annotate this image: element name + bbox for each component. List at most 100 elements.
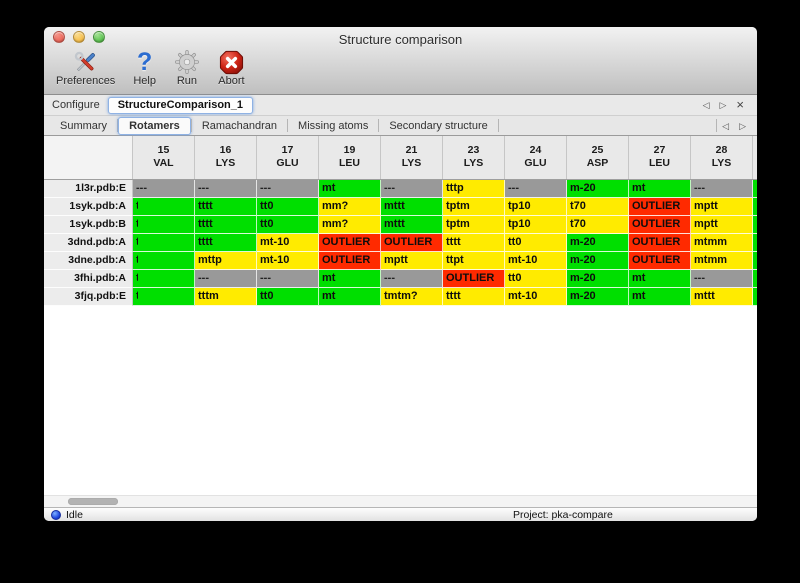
row-label[interactable]: 3fhi.pdb:A <box>44 270 133 288</box>
rotamer-cell[interactable]: m-20 <box>567 270 629 288</box>
rotamer-cell[interactable]: tttt <box>195 234 257 252</box>
rotamer-cell[interactable]: mt-10 <box>505 252 567 270</box>
rotamer-cell[interactable]: mttt <box>691 288 753 306</box>
rotamer-cell[interactable]: mt-10 <box>505 288 567 306</box>
close-window-icon[interactable] <box>53 31 65 43</box>
rotamer-cell[interactable]: mptt <box>381 252 443 270</box>
tab-missing-atoms[interactable]: Missing atoms <box>298 119 369 132</box>
rotamer-cell[interactable]: tttm <box>195 288 257 306</box>
tab-secondary-structure[interactable]: Secondary structure <box>389 119 488 132</box>
rotamer-cell[interactable]: OUTLIER <box>629 234 691 252</box>
rotamer-cell[interactable]: m-20 <box>567 234 629 252</box>
rotamer-cell[interactable]: t <box>133 198 195 216</box>
row-label[interactable]: 3dnd.pdb:A <box>44 234 133 252</box>
rotamer-cell[interactable]: ttpt <box>443 252 505 270</box>
rotamer-cell[interactable]: m-20 <box>567 288 629 306</box>
rotamer-cell-clipped[interactable] <box>753 252 757 270</box>
run-button[interactable]: Run <box>174 48 200 87</box>
tab-rotamers[interactable]: Rotamers <box>118 116 191 135</box>
minimize-window-icon[interactable] <box>73 31 85 43</box>
rotamer-cell[interactable]: mt <box>319 288 381 306</box>
rotamer-cell[interactable]: OUTLIER <box>629 252 691 270</box>
row-label[interactable]: 1syk.pdb:B <box>44 216 133 234</box>
rotamer-cell[interactable]: tttp <box>443 180 505 198</box>
row-label[interactable]: 1l3r.pdb:E <box>44 180 133 198</box>
rotamer-cell[interactable]: tp10 <box>505 198 567 216</box>
rotamer-cell[interactable]: OUTLIER <box>629 198 691 216</box>
rotamer-cell[interactable]: mm? <box>319 198 381 216</box>
rotamer-cell[interactable]: OUTLIER <box>443 270 505 288</box>
rotamer-cell[interactable]: OUTLIER <box>381 234 443 252</box>
rotamer-cell[interactable]: tt0 <box>257 216 319 234</box>
rotamer-cell[interactable]: tt0 <box>505 270 567 288</box>
rotamer-cell[interactable]: tttt <box>443 288 505 306</box>
rotamer-cell[interactable]: mttt <box>381 216 443 234</box>
rotamer-cell-clipped[interactable] <box>753 234 757 252</box>
rotamer-cell[interactable]: t70 <box>567 198 629 216</box>
rotamer-cell[interactable]: OUTLIER <box>319 252 381 270</box>
scroll-tabs-right-icon[interactable]: ▷ <box>739 120 746 131</box>
rotamer-cell[interactable]: --- <box>257 180 319 198</box>
rotamer-cell[interactable]: mptt <box>691 198 753 216</box>
scrollbar-thumb[interactable] <box>68 498 118 505</box>
rotamer-cell[interactable]: mttp <box>195 252 257 270</box>
rotamer-cell[interactable]: mt <box>319 180 381 198</box>
rotamer-cell[interactable]: mtmm <box>691 234 753 252</box>
configure-name-field[interactable]: StructureComparison_1 <box>107 96 254 114</box>
rotamer-cell[interactable]: tt0 <box>257 288 319 306</box>
row-label[interactable]: 1syk.pdb:A <box>44 198 133 216</box>
rotamer-cell[interactable]: OUTLIER <box>319 234 381 252</box>
rotamer-cell-clipped[interactable] <box>753 198 757 216</box>
rotamer-cell-clipped[interactable] <box>753 180 757 198</box>
rotamer-cell[interactable]: --- <box>691 270 753 288</box>
prev-config-icon[interactable]: ◁ <box>702 100 710 110</box>
rotamer-cell[interactable]: t <box>133 270 195 288</box>
rotamer-cell[interactable]: --- <box>691 180 753 198</box>
rotamer-cell[interactable]: mm? <box>319 216 381 234</box>
preferences-button[interactable]: Preferences <box>56 48 115 87</box>
rotamer-cell[interactable]: tt0 <box>257 198 319 216</box>
tab-ramachandran[interactable]: Ramachandran <box>201 119 278 132</box>
rotamer-cell[interactable]: --- <box>195 270 257 288</box>
rotamer-cell[interactable]: mptt <box>691 216 753 234</box>
rotamer-cell[interactable]: mt <box>629 180 691 198</box>
rotamer-cell[interactable]: tttt <box>443 234 505 252</box>
zoom-window-icon[interactable] <box>93 31 105 43</box>
rotamer-cell[interactable]: tt0 <box>505 234 567 252</box>
rotamer-cell[interactable]: mttt <box>381 198 443 216</box>
rotamer-cell[interactable]: tp10 <box>505 216 567 234</box>
scroll-tabs-left-icon[interactable]: ◁ <box>722 120 730 131</box>
rotamer-cell[interactable]: mtmm <box>691 252 753 270</box>
rotamer-cell[interactable]: m-20 <box>567 180 629 198</box>
rotamer-cell[interactable]: t <box>133 216 195 234</box>
rotamer-cell[interactable]: OUTLIER <box>629 216 691 234</box>
close-config-icon[interactable]: × <box>736 97 744 112</box>
tab-summary[interactable]: Summary <box>60 119 108 132</box>
rotamer-cell[interactable]: tptm <box>443 198 505 216</box>
rotamer-cell[interactable]: mt-10 <box>257 252 319 270</box>
rotamer-cell-clipped[interactable] <box>753 288 757 306</box>
row-label[interactable]: 3dne.pdb:A <box>44 252 133 270</box>
rotamer-cell[interactable]: tmtm? <box>381 288 443 306</box>
rotamer-cell[interactable]: tttt <box>195 216 257 234</box>
rotamer-cell[interactable]: --- <box>505 180 567 198</box>
rotamer-cell[interactable]: t70 <box>567 216 629 234</box>
rotamer-cell[interactable]: --- <box>381 270 443 288</box>
rotamer-cell[interactable]: t <box>133 252 195 270</box>
horizontal-scrollbar[interactable] <box>44 495 757 507</box>
rotamer-cell[interactable]: t <box>133 234 195 252</box>
rotamer-cell-clipped[interactable] <box>753 216 757 234</box>
rotamer-cell[interactable]: --- <box>381 180 443 198</box>
rotamer-cell[interactable]: --- <box>133 180 195 198</box>
abort-button[interactable]: Abort <box>218 48 245 87</box>
rotamer-cell[interactable]: tptm <box>443 216 505 234</box>
row-label[interactable]: 3fjq.pdb:E <box>44 288 133 306</box>
help-button[interactable]: ? Help <box>133 48 156 87</box>
rotamer-cell[interactable]: m-20 <box>567 252 629 270</box>
rotamer-cell[interactable]: mt <box>629 270 691 288</box>
rotamer-cell[interactable]: tttt <box>195 198 257 216</box>
next-config-icon[interactable]: ▷ <box>719 100 727 110</box>
rotamer-cell[interactable]: --- <box>195 180 257 198</box>
rotamer-cell[interactable]: --- <box>257 270 319 288</box>
rotamer-cell[interactable]: mt <box>319 270 381 288</box>
